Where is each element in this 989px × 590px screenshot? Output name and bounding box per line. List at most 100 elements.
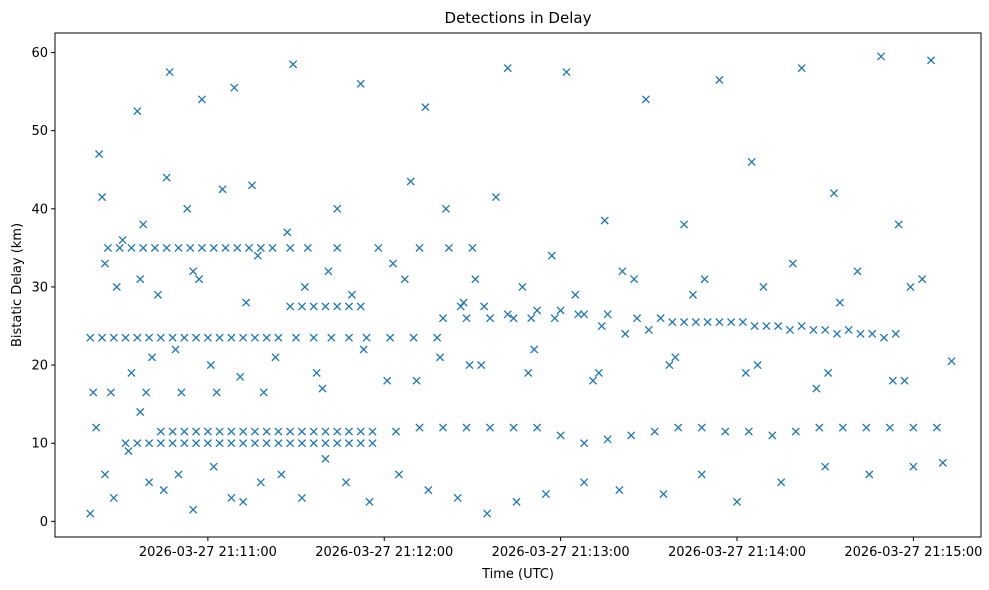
data-point: [541, 489, 550, 499]
data-point: [456, 302, 465, 311]
data-point: [344, 439, 354, 448]
data-point: [112, 282, 121, 292]
data-point: [926, 56, 936, 65]
data-point: [412, 376, 421, 385]
data-point: [727, 318, 736, 327]
data-point: [156, 439, 165, 448]
data-point: [309, 302, 318, 311]
data-point: [268, 243, 277, 252]
data-point: [368, 439, 377, 448]
data-point: [239, 427, 248, 436]
data-point: [356, 302, 365, 311]
data-point: [174, 470, 183, 479]
x-tick-label: 2026-03-27 21:12:00: [315, 545, 453, 560]
data-point: [324, 267, 333, 276]
data-point: [227, 427, 236, 436]
data-point: [750, 321, 759, 331]
data-point: [556, 431, 565, 440]
data-point: [788, 259, 797, 268]
data-point: [812, 384, 821, 393]
data-point: [356, 79, 365, 88]
data-point: [668, 318, 677, 327]
data-point: [283, 228, 292, 237]
data-point: [441, 204, 451, 213]
data-point: [597, 321, 606, 331]
data-point: [415, 243, 424, 252]
data-point: [785, 325, 794, 334]
data-point: [321, 439, 330, 448]
data-point: [127, 368, 136, 377]
data-point: [621, 329, 630, 338]
data-point: [197, 243, 207, 252]
data-point: [656, 314, 665, 323]
data-point: [406, 177, 415, 186]
data-point: [300, 282, 309, 292]
data-point: [509, 423, 518, 432]
data-point: [491, 193, 501, 202]
data-point: [603, 310, 612, 319]
data-point: [227, 333, 236, 342]
data-point: [644, 325, 653, 334]
data-point: [909, 423, 918, 432]
data-point: [368, 427, 377, 436]
data-point: [571, 290, 580, 299]
data-point: [286, 302, 295, 311]
data-point: [139, 220, 148, 229]
data-point: [109, 333, 118, 342]
data-point: [938, 458, 947, 467]
data-point: [86, 509, 95, 518]
data-point: [359, 345, 368, 354]
data-point: [462, 314, 471, 323]
data-point: [900, 376, 909, 385]
data-point: [136, 407, 145, 417]
x-tick-label: 2026-03-27 21:13:00: [492, 545, 630, 560]
data-point: [133, 439, 142, 448]
data-point: [303, 243, 312, 252]
y-tick-label: 40: [31, 202, 48, 217]
data-point: [891, 329, 900, 338]
data-point: [92, 423, 101, 432]
y-tick-label: 30: [31, 280, 48, 295]
data-point: [721, 427, 730, 436]
x-tick-label: 2026-03-27 21:14:00: [668, 545, 806, 560]
plot-frame: [54, 32, 982, 538]
data-point: [259, 388, 268, 397]
data-point: [400, 275, 409, 284]
data-point: [168, 427, 177, 436]
data-point: [824, 368, 833, 377]
data-point: [641, 95, 650, 104]
data-point: [518, 282, 527, 292]
data-point: [344, 302, 354, 311]
data-point: [477, 361, 486, 370]
data-point: [471, 275, 480, 284]
data-point: [197, 95, 207, 104]
data-point: [744, 427, 753, 436]
data-point: [297, 439, 306, 448]
y-tick-label: 10: [31, 437, 48, 452]
data-point: [115, 243, 124, 252]
data-point: [715, 318, 724, 327]
data-point: [415, 423, 424, 432]
data-point: [333, 204, 342, 213]
data-point: [194, 275, 204, 284]
data-point: [433, 333, 442, 342]
x-tick-label: 2026-03-27 21:11:00: [139, 545, 277, 560]
data-point: [753, 361, 762, 370]
data-point: [574, 310, 583, 319]
data-point: [333, 439, 342, 448]
data-point: [680, 318, 689, 327]
data-point: [436, 353, 445, 362]
data-point: [286, 427, 295, 436]
data-point: [932, 423, 941, 432]
data-point: [344, 427, 354, 436]
data-point: [815, 423, 824, 432]
data-point: [762, 321, 771, 331]
data-point: [438, 423, 448, 432]
data-point: [341, 478, 351, 487]
data-point: [853, 267, 862, 276]
data-point: [947, 357, 956, 366]
data-point: [121, 439, 130, 448]
data-point: [550, 314, 559, 323]
data-point: [383, 376, 392, 385]
